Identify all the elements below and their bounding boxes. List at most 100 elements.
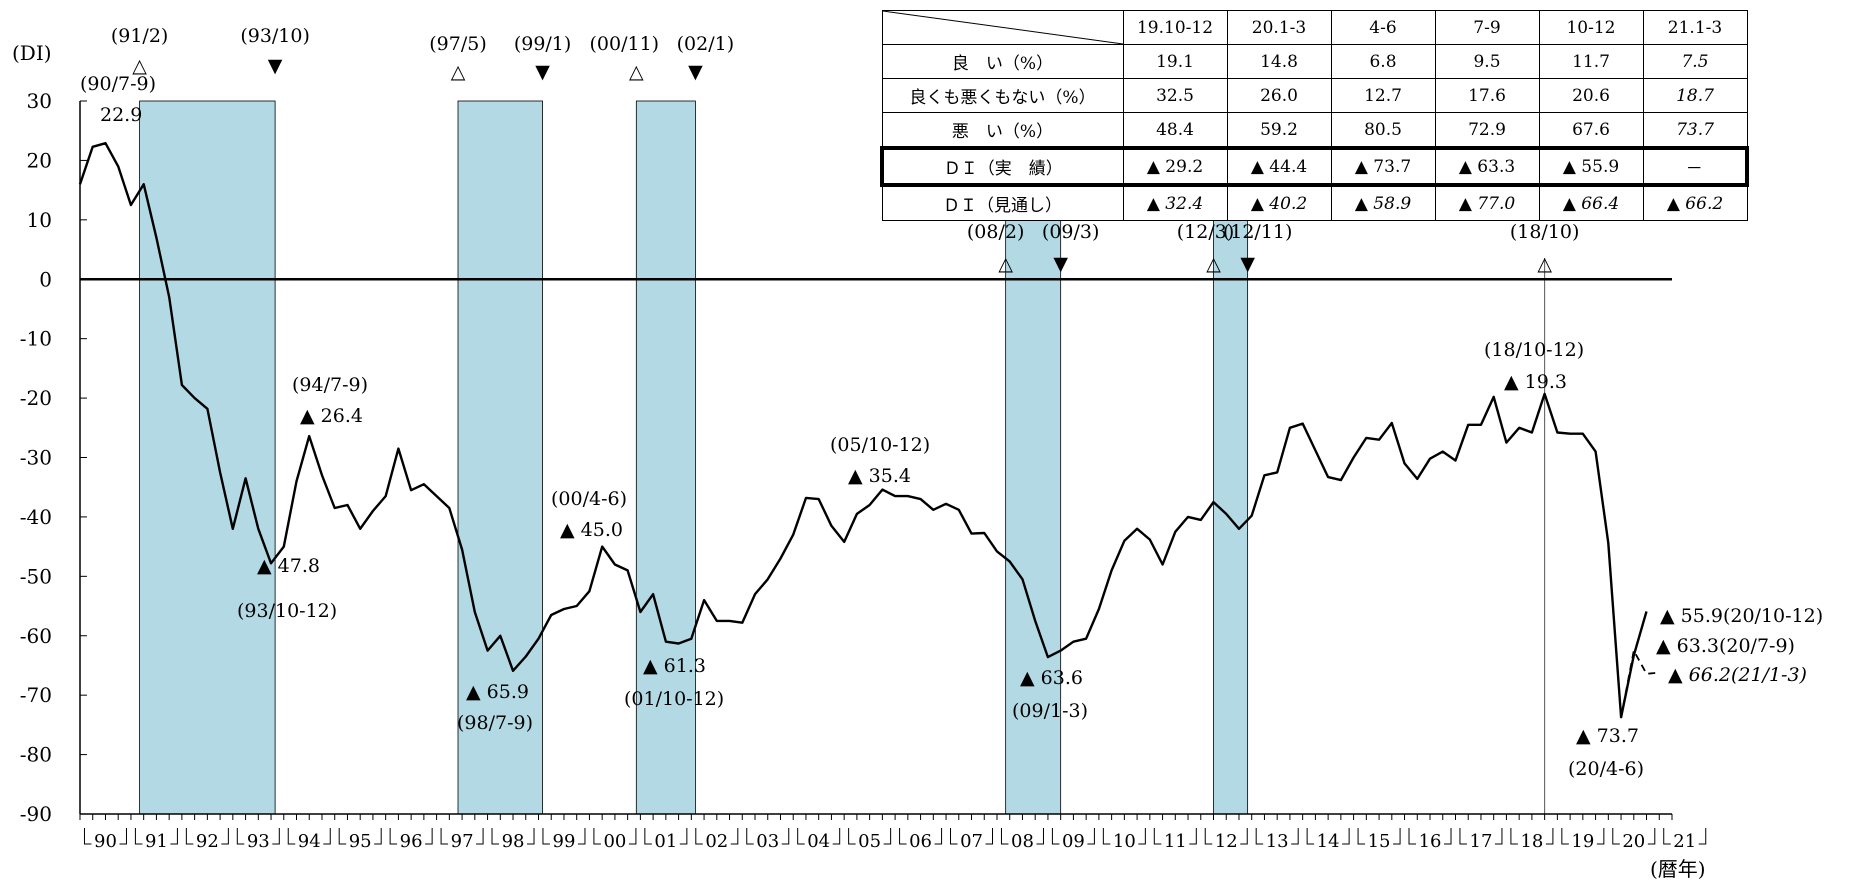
x-axis-label: (暦年) bbox=[1650, 857, 1706, 881]
turning-points: (91/2) △ (93/10) ▼ (97/5) △ (99/1) ▼ (00/11) △ (02… bbox=[111, 25, 1580, 275]
x-tick-label: 05 bbox=[858, 831, 881, 852]
annotation-label-09: (09/1-3) bbox=[1012, 700, 1088, 722]
annotation-label-94: (94/7-9) bbox=[292, 374, 368, 396]
x-tick-label: 95 bbox=[349, 831, 372, 852]
x-tick-bracket bbox=[134, 828, 143, 845]
x-tick-bracket bbox=[1647, 828, 1656, 845]
shaded-period-1 bbox=[457, 100, 543, 815]
x-tick-bracket bbox=[1102, 828, 1111, 845]
table-cell: 9.5 bbox=[1434, 44, 1540, 79]
y-tick-label: 20 bbox=[27, 148, 52, 172]
turning-point-label: (12/3) bbox=[1177, 221, 1235, 243]
turning-point-label: (00/11) bbox=[590, 33, 660, 55]
x-tick-label: 08 bbox=[1011, 831, 1034, 852]
x-tick-bracket bbox=[832, 828, 841, 845]
table-cell: ▲ 58.9 bbox=[1330, 184, 1436, 221]
x-tick-bracket bbox=[236, 828, 245, 845]
x-tick-label: 21 bbox=[1673, 831, 1696, 852]
right-label-211-3: ▲ 66.2(21/1-3) bbox=[1668, 664, 1807, 686]
x-tick-label: 98 bbox=[502, 831, 525, 852]
y-tick-label: -10 bbox=[20, 327, 52, 351]
table-cell: 59.2 bbox=[1226, 112, 1332, 149]
x-tick-label: 09 bbox=[1062, 831, 1085, 852]
x-tick-bracket bbox=[1393, 828, 1401, 845]
y-tick-label: -90 bbox=[20, 802, 52, 826]
table-row-neutral: 良くも悪くもない（%） 32.5 26.0 12.7 17.6 20.6 18.… bbox=[881, 78, 1748, 113]
x-tick-label: 93 bbox=[247, 831, 270, 852]
axes: (DI) (暦年) 30 20 10 0 -10 -20 -30 -40 -50 -60 -70 -8… bbox=[12, 41, 1707, 881]
right-label-2010-12: ▲ 55.9(20/10-12) bbox=[1660, 605, 1823, 627]
x-tick-bracket bbox=[272, 828, 280, 845]
series-line-0 bbox=[78, 141, 1648, 719]
x-tick-bracket bbox=[1204, 828, 1213, 845]
annotation-value-18: ▲ 19.3 bbox=[1504, 371, 1567, 393]
annotation-value-05: ▲ 35.4 bbox=[848, 465, 911, 487]
x-tick-bracket bbox=[1342, 828, 1350, 845]
x-tick-bracket bbox=[1561, 828, 1569, 845]
x-tick-bracket bbox=[848, 828, 856, 845]
x-tick-bracket bbox=[593, 828, 601, 845]
table-cell: 26.0 bbox=[1226, 78, 1332, 113]
x-tick-bracket bbox=[83, 828, 92, 845]
x-tick-bracket bbox=[476, 828, 484, 845]
trough-marker: ▼ bbox=[688, 61, 703, 83]
table-cell: ▲ 63.3 bbox=[1434, 146, 1540, 187]
table-cell: 7.5 bbox=[1642, 44, 1748, 79]
turning-point-label: (02/1) bbox=[677, 33, 735, 55]
turning-point-label: (09/3) bbox=[1042, 221, 1100, 243]
annotation-label-05: (05/10-12) bbox=[830, 434, 930, 456]
annotation-label-18: (18/10-12) bbox=[1484, 339, 1584, 361]
x-tick-bracket bbox=[1153, 828, 1162, 845]
x-tick-bracket bbox=[950, 828, 958, 845]
x-tick-bracket bbox=[695, 828, 703, 845]
annotation-label-01: (01/10-12) bbox=[624, 688, 724, 710]
y-tick-label: -20 bbox=[20, 386, 52, 410]
x-tick-label: 07 bbox=[960, 831, 983, 852]
table-cell: ▲ 29.2 bbox=[1122, 146, 1228, 187]
table-cell: 18.7 bbox=[1642, 78, 1748, 113]
x-tick-bracket bbox=[1408, 828, 1417, 845]
annotations: (90/7-9) 22.9 ▲ 47.8 (93/10-12) (94/7-9)… bbox=[80, 73, 1823, 780]
table-col-header: 19.10-12 bbox=[1122, 10, 1228, 45]
series-line-1 bbox=[1620, 649, 1660, 718]
annotation-label-93: (93/10-12) bbox=[237, 600, 337, 622]
x-tick-bracket bbox=[679, 828, 688, 845]
annotation-label-00: (00/4-6) bbox=[551, 488, 627, 510]
x-tick-bracket bbox=[542, 828, 550, 845]
table-cell: 17.6 bbox=[1434, 78, 1540, 113]
x-tick-bracket bbox=[1357, 828, 1366, 845]
annotation-value-00: ▲ 45.0 bbox=[560, 519, 623, 541]
x-tick-bracket bbox=[644, 828, 652, 845]
turning-point-label: (97/5) bbox=[429, 33, 487, 55]
x-tick-label: 16 bbox=[1419, 831, 1442, 852]
x-tick-label: 12 bbox=[1215, 831, 1238, 852]
y-tick-label: -60 bbox=[20, 624, 52, 648]
table-cell: 48.4 bbox=[1122, 112, 1228, 149]
x-tick-label: 06 bbox=[909, 831, 932, 852]
annotation-value-20: ▲ 73.7 bbox=[1576, 725, 1639, 747]
table-cell: － bbox=[1642, 146, 1749, 187]
x-tick-bracket bbox=[1051, 828, 1060, 845]
annotation-value-90: 22.9 bbox=[100, 104, 142, 126]
table-col-header: 20.1-3 bbox=[1226, 10, 1332, 45]
x-tick-bracket bbox=[746, 828, 754, 845]
peak-marker: △ bbox=[998, 253, 1013, 275]
x-tick-bracket bbox=[985, 828, 994, 845]
table-row-label: ＤＩ（実 績） bbox=[880, 146, 1124, 187]
peak-marker: △ bbox=[1206, 253, 1221, 275]
table-corner-cell bbox=[881, 10, 1124, 45]
x-tick-bracket bbox=[899, 828, 907, 845]
x-tick-bracket bbox=[1459, 828, 1467, 845]
table-cell: 19.1 bbox=[1122, 44, 1228, 79]
table-cell: ▲ 77.0 bbox=[1434, 184, 1540, 221]
shaded-period-0 bbox=[139, 100, 276, 815]
x-tick-bracket bbox=[440, 828, 449, 845]
x-tick-bracket bbox=[1698, 828, 1707, 845]
y-tick-label: 0 bbox=[39, 267, 52, 291]
turning-point-label: (12/11) bbox=[1223, 221, 1293, 243]
x-tick-label: 02 bbox=[705, 831, 728, 852]
x-tick-bracket bbox=[797, 828, 805, 845]
turning-point-label: (91/2) bbox=[111, 25, 169, 47]
x-tick-bracket bbox=[1240, 828, 1248, 845]
